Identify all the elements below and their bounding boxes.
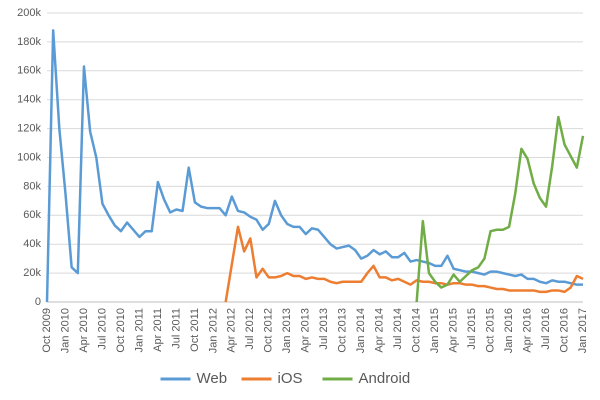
x-tick-label: Jan 2016 bbox=[503, 308, 515, 353]
x-tick-label: Oct 2012 bbox=[263, 308, 275, 353]
x-tick-label: Oct 2016 bbox=[558, 308, 570, 353]
x-tick-label: Apr 2015 bbox=[448, 308, 460, 353]
y-tick-label: 40k bbox=[23, 238, 41, 250]
x-tick-label: Jan 2017 bbox=[577, 308, 589, 353]
x-tick-label: Jul 2015 bbox=[466, 308, 478, 350]
y-tick-label: 100k bbox=[17, 151, 41, 163]
series-line bbox=[45, 29, 583, 303]
x-tick-label: Jan 2013 bbox=[281, 308, 293, 353]
x-tick-label: Oct 2015 bbox=[484, 308, 496, 353]
x-tick-label: Jul 2012 bbox=[244, 308, 256, 350]
y-tick-label: 80k bbox=[23, 180, 41, 192]
x-tick-label: Apr 2014 bbox=[374, 308, 386, 353]
x-tick-label: Oct 2011 bbox=[189, 308, 201, 352]
series-line bbox=[415, 115, 585, 303]
legend-label: iOS bbox=[278, 370, 303, 387]
y-tick-label: 60k bbox=[23, 209, 41, 221]
legend-label: Android bbox=[359, 370, 411, 387]
x-tick-label: Jan 2011 bbox=[133, 308, 145, 352]
x-tick-label: Apr 2016 bbox=[521, 308, 533, 353]
x-tick-label: Jan 2014 bbox=[355, 308, 367, 353]
x-tick-label: Jul 2014 bbox=[392, 308, 404, 350]
legend-label: Web bbox=[197, 370, 228, 387]
x-tick-label: Jul 2011 bbox=[170, 308, 182, 349]
x-tick-label: Jan 2010 bbox=[59, 308, 71, 353]
x-tick-label: Apr 2012 bbox=[226, 308, 238, 353]
x-tick-label: Apr 2010 bbox=[78, 308, 90, 353]
y-tick-label: 200k bbox=[17, 7, 41, 19]
x-tick-label: Jan 2012 bbox=[207, 308, 219, 353]
y-tick-label: 0 bbox=[35, 296, 41, 308]
x-tick-label: Apr 2011 bbox=[152, 308, 164, 352]
y-tick-label: 20k bbox=[23, 267, 41, 279]
x-tick-label: Oct 2009 bbox=[41, 308, 53, 353]
y-tick-label: 140k bbox=[17, 94, 41, 106]
x-tick-label: Oct 2010 bbox=[115, 308, 127, 353]
x-tick-label: Jul 2016 bbox=[540, 308, 552, 350]
y-tick-label: 120k bbox=[17, 123, 41, 135]
y-tick-label: 160k bbox=[17, 65, 41, 77]
x-tick-label: Oct 2014 bbox=[411, 308, 423, 353]
x-tick-label: Jul 2010 bbox=[96, 308, 108, 350]
y-tick-label: 180k bbox=[17, 36, 41, 48]
x-tick-label: Jan 2015 bbox=[429, 308, 441, 353]
x-tick-label: Apr 2013 bbox=[300, 308, 312, 353]
series-line bbox=[224, 225, 584, 303]
x-tick-label: Oct 2013 bbox=[337, 308, 349, 353]
x-tick-label: Jul 2013 bbox=[318, 308, 330, 350]
